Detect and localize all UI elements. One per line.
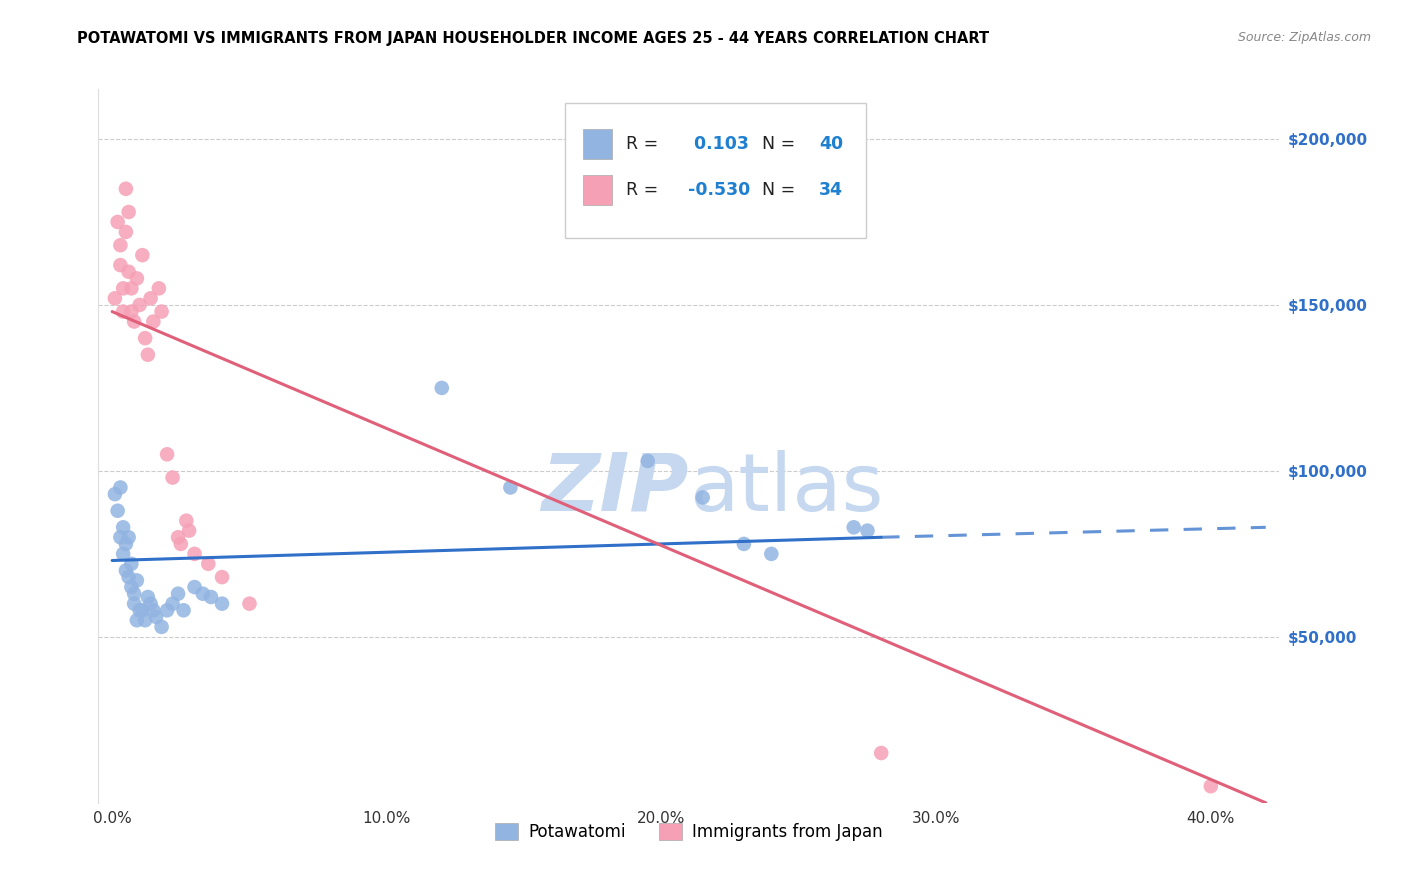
Point [125, 613, 148, 627]
Point [430, 381, 453, 395]
Text: POTAWATOMI VS IMMIGRANTS FROM JAPAN HOUSEHOLDER INCOME AGES 25 - 44 YEARS CORREL: POTAWATOMI VS IMMIGRANTS FROM JAPAN HOUS… [77, 31, 990, 46]
Point [637, 454, 659, 468]
Point [150, 620, 173, 634]
Point [238, 597, 260, 611]
Point [136, 590, 159, 604]
Point [115, 537, 138, 551]
Text: R =: R = [626, 181, 664, 199]
Point [115, 182, 138, 196]
Point [128, 603, 150, 617]
Point [131, 248, 153, 262]
Point [122, 587, 145, 601]
Point [842, 520, 865, 534]
Point [499, 481, 522, 495]
Point [162, 597, 184, 611]
Point [131, 603, 153, 617]
Point [156, 603, 179, 617]
Point [117, 265, 139, 279]
Point [692, 491, 714, 505]
Point [176, 514, 198, 528]
Text: 40: 40 [818, 135, 844, 153]
Point [122, 597, 145, 611]
Point [134, 613, 156, 627]
Point [128, 298, 150, 312]
Point [191, 587, 214, 601]
Point [200, 590, 222, 604]
Point [125, 574, 148, 588]
Text: N =: N = [762, 181, 801, 199]
Point [125, 271, 148, 285]
Text: -0.530: -0.530 [688, 181, 749, 199]
Point [156, 447, 179, 461]
Point [122, 314, 145, 328]
Text: N =: N = [762, 135, 801, 153]
Point [211, 597, 233, 611]
Point [120, 557, 142, 571]
Point [115, 225, 138, 239]
Text: R =: R = [626, 135, 664, 153]
Point [110, 258, 132, 272]
Point [112, 547, 135, 561]
Point [870, 746, 893, 760]
Text: Source: ZipAtlas.com: Source: ZipAtlas.com [1237, 31, 1371, 45]
Point [134, 331, 156, 345]
Point [112, 304, 135, 318]
Point [150, 304, 173, 318]
Point [145, 610, 167, 624]
Point [167, 530, 190, 544]
Point [104, 291, 127, 305]
Point [120, 580, 142, 594]
Text: ZIP: ZIP [541, 450, 689, 528]
Point [733, 537, 755, 551]
Point [162, 470, 184, 484]
Point [139, 597, 162, 611]
Point [107, 504, 129, 518]
Text: 0.103: 0.103 [688, 135, 748, 153]
Point [110, 481, 132, 495]
Point [110, 238, 132, 252]
Point [120, 281, 142, 295]
Point [177, 524, 200, 538]
Point [115, 564, 138, 578]
Point [148, 281, 170, 295]
Point [856, 524, 879, 538]
Point [183, 580, 205, 594]
Point [761, 547, 783, 561]
FancyBboxPatch shape [582, 129, 612, 159]
Point [104, 487, 127, 501]
Point [112, 520, 135, 534]
FancyBboxPatch shape [565, 103, 866, 238]
Point [120, 304, 142, 318]
Point [183, 547, 205, 561]
Text: 34: 34 [818, 181, 842, 199]
Point [142, 603, 165, 617]
Point [167, 587, 190, 601]
Point [139, 291, 162, 305]
Text: atlas: atlas [689, 450, 883, 528]
Point [173, 603, 195, 617]
Point [197, 557, 219, 571]
Point [142, 314, 165, 328]
Point [211, 570, 233, 584]
Point [110, 530, 132, 544]
Point [117, 205, 139, 219]
Point [117, 530, 139, 544]
Point [170, 537, 193, 551]
FancyBboxPatch shape [582, 175, 612, 205]
Point [136, 348, 159, 362]
Point [1199, 779, 1222, 793]
Point [112, 281, 135, 295]
Point [117, 570, 139, 584]
Legend: Potawatomi, Immigrants from Japan: Potawatomi, Immigrants from Japan [488, 816, 890, 848]
Point [107, 215, 129, 229]
